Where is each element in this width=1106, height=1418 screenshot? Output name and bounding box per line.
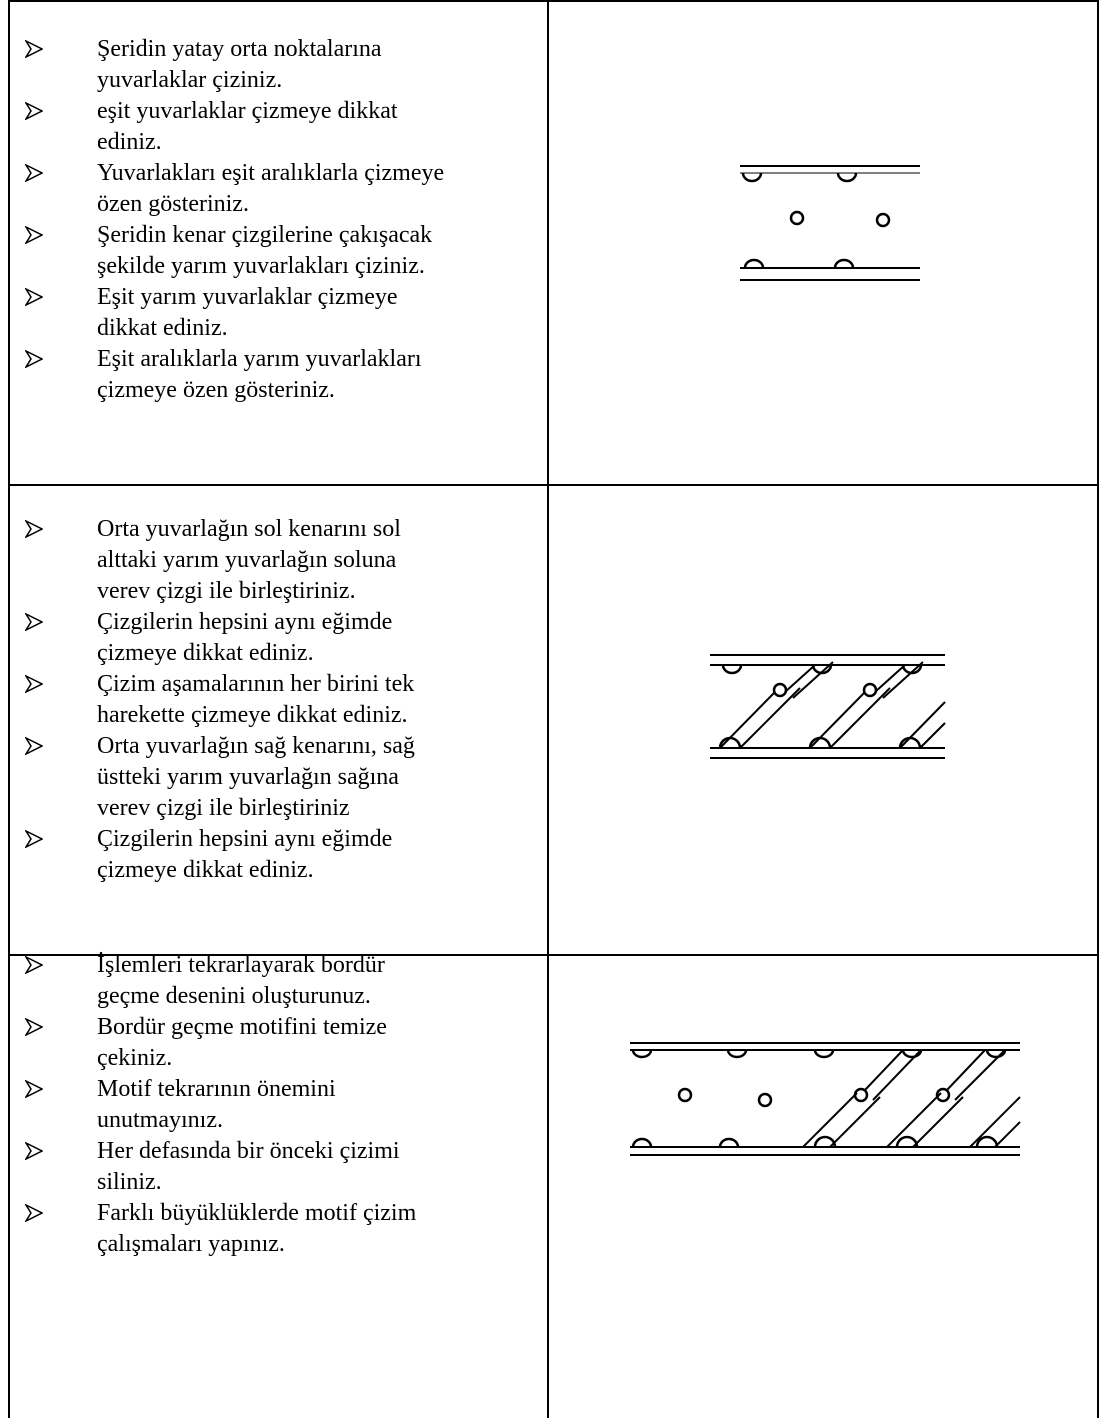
bullet-arrow: [25, 226, 43, 244]
bullet-arrow: [25, 102, 43, 120]
bullet-arrow: [25, 40, 43, 58]
bullet-icon: [25, 164, 43, 182]
bullet-item: Orta yuvarlağın sağ kenarını, sağ üstteki…: [20, 731, 540, 824]
item-text: çekiniz.: [97, 1045, 173, 1071]
item-text: Eşit yarım yuvarlaklar çizmeye: [97, 284, 398, 310]
item-text: siliniz.: [97, 1169, 162, 1195]
item-text: Orta yuvarlağın sol kenarını sol: [97, 516, 401, 542]
bullet-icon: [25, 102, 43, 120]
bullet-item: Eşit aralıklarla yarım yuvarlakları çizme…: [20, 344, 540, 406]
item-text: ediniz.: [97, 129, 162, 155]
bullet-item: Motif tekrarının önemini unutmayınız.: [20, 1074, 540, 1136]
bullet-item: Orta yuvarlağın sol kenarını sol alttaki …: [20, 514, 540, 607]
instruction-cell: Orta yuvarlağın sol kenarını sol alttaki …: [20, 514, 540, 886]
bullet-icon: [25, 520, 43, 538]
item-text: Orta yuvarlağın sağ kenarını, sağ: [97, 733, 415, 759]
item-text: geçme desenini oluşturunuz.: [97, 983, 371, 1009]
bullet-icon: [25, 1018, 43, 1036]
item-text: İşlemleri tekrarlayarak bordür: [97, 952, 385, 978]
instruction-cell: İşlemleri tekrarlayarak bordür geçme dese…: [20, 950, 540, 1260]
bullet-item: Çizim aşamalarının her birini tek hareket…: [20, 669, 540, 731]
item-text: şekilde yarım yuvarlakları çiziniz.: [97, 253, 425, 279]
bullet-icon: [25, 956, 43, 974]
bullet-item: eşit yuvarlaklar çizmeye dikkat ediniz.: [20, 96, 540, 158]
bullet-item: Yuvarlakları eşit aralıklarla çizmeye öze…: [20, 158, 540, 220]
border-drawing: [740, 165, 920, 281]
bullet-icon: [25, 40, 43, 58]
bullet-arrow: [25, 1142, 43, 1160]
item-text: üstteki yarım yuvarlağın sağına: [97, 764, 399, 790]
bullet-arrow: [25, 956, 43, 974]
border-drawing: [710, 654, 946, 759]
item-text: Bordür geçme motifini temize: [97, 1014, 387, 1040]
bullet-icon: [25, 737, 43, 755]
bullet-arrow: [25, 1018, 43, 1036]
bullet-arrow: [25, 164, 43, 182]
item-text: çizmeye dikkat ediniz.: [97, 640, 314, 666]
item-text: Şeridin yatay orta noktalarına: [97, 36, 382, 62]
bullet-icon: [25, 226, 43, 244]
bullet-item: Çizgilerin hepsini aynı eğimde çizmeye di…: [20, 607, 540, 669]
bullet-arrow: [25, 675, 43, 693]
bullet-arrow: [25, 520, 43, 538]
bullet-icon: [25, 1204, 43, 1222]
border-drawing: [630, 1042, 1021, 1156]
item-text: Şeridin kenar çizgilerine çakışacak: [97, 222, 433, 248]
bullet-item: Her defasında bir önceki çizimi siliniz.: [20, 1136, 540, 1198]
bullet-icon: [25, 613, 43, 631]
item-text: özen gösteriniz.: [97, 191, 249, 217]
item-text: unutmayınız.: [97, 1107, 223, 1133]
bullet-arrow: [25, 737, 43, 755]
bullet-item: İşlemleri tekrarlayarak bordür geçme dese…: [20, 950, 540, 1012]
bullet-item: Şeridin yatay orta noktalarına yuvarlakla…: [20, 34, 540, 96]
bullet-arrow: [25, 1080, 43, 1098]
item-text: Çizgilerin hepsini aynı eğimde: [97, 609, 393, 635]
item-text: yuvarlaklar çiziniz.: [97, 67, 283, 93]
item-text: Yuvarlakları eşit aralıklarla çizmeye: [97, 160, 445, 186]
bullet-item: Çizgilerin hepsini aynı eğimde çizmeye di…: [20, 824, 540, 886]
bullet-icon: [25, 1142, 43, 1160]
item-text: Farklı büyüklüklerde motif çizim: [97, 1200, 417, 1226]
item-text: verev çizgi ile birleştiriniz.: [97, 578, 356, 604]
item-text: Her defasında bir önceki çizimi: [97, 1138, 400, 1164]
bullet-item: Bordür geçme motifini temize çekiniz.: [20, 1012, 540, 1074]
item-text: eşit yuvarlaklar çizmeye dikkat: [97, 98, 398, 124]
bullet-item: Şeridin kenar çizgilerine çakışacak şekil…: [20, 220, 540, 282]
instruction-cell: Şeridin yatay orta noktalarına yuvarlakla…: [20, 34, 540, 406]
row-divider: [8, 0, 1099, 2]
bullet-icon: [25, 350, 43, 368]
bullet-icon: [25, 830, 43, 848]
item-text: çizmeye dikkat ediniz.: [97, 857, 314, 883]
item-text: çizmeye özen gösteriniz.: [97, 377, 335, 403]
bullet-arrow: [25, 1204, 43, 1222]
bullet-icon: [25, 1080, 43, 1098]
bullet-arrow: [25, 350, 43, 368]
bullet-item: Farklı büyüklüklerde motif çizim çalışmal…: [20, 1198, 540, 1260]
table-border: [1097, 0, 1099, 1418]
item-text: çalışmaları yapınız.: [97, 1231, 285, 1257]
item-text: Eşit aralıklarla yarım yuvarlakları: [97, 346, 422, 372]
row-divider: [8, 484, 1099, 486]
bullet-icon: [25, 288, 43, 306]
bullet-icon: [25, 675, 43, 693]
bullet-item: Eşit yarım yuvarlaklar çizmeye dikkat edi…: [20, 282, 540, 344]
item-text: Çizim aşamalarının her birini tek: [97, 671, 415, 697]
row-divider: [8, 954, 1099, 956]
item-text: verev çizgi ile birleştiriniz: [97, 795, 350, 821]
bullet-arrow: [25, 830, 43, 848]
column-divider: [547, 0, 549, 1418]
item-text: harekette çizmeye dikkat ediniz.: [97, 702, 408, 728]
table-border: [8, 0, 10, 1418]
bullet-arrow: [25, 613, 43, 631]
item-text: dikkat ediniz.: [97, 315, 228, 341]
item-text: alttaki yarım yuvarlağın soluna: [97, 547, 397, 573]
item-text: Motif tekrarının önemini: [97, 1076, 336, 1102]
bullet-arrow: [25, 288, 43, 306]
item-text: Çizgilerin hepsini aynı eğimde: [97, 826, 393, 852]
